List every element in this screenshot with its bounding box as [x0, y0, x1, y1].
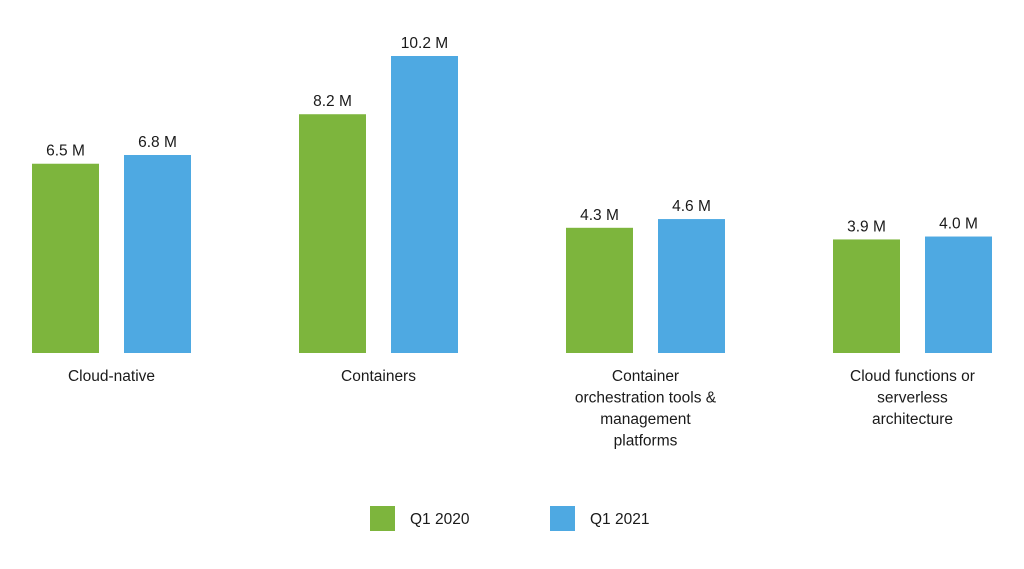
category-label-containers: Containers [341, 368, 416, 385]
data-label-q1-2021-containers: 10.2 M [401, 35, 448, 52]
data-label-q1-2020-containers: 8.2 M [313, 93, 352, 110]
bar-q1-2021-containers [391, 56, 458, 353]
bar-q1-2020-container-orchestration-tools-management-platforms [566, 227, 633, 353]
bar-q1-2020-containers [299, 114, 366, 353]
legend-item-q1-2020: Q1 2020 [370, 506, 470, 531]
legend-swatch-q1-2020 [370, 506, 395, 531]
bar-q1-2020-cloud-functions-or-serverless-architecture [833, 239, 900, 353]
category-label-cloud-native: Cloud-native [68, 368, 155, 385]
category-label-line: architecture [872, 411, 953, 428]
category-label-line: Cloud-native [68, 368, 155, 385]
data-label-q1-2020-cloud-native: 6.5 M [46, 143, 85, 160]
category-label-line: platforms [614, 433, 678, 450]
data-label-q1-2020-cloud-functions-or-serverless-architecture: 3.9 M [847, 218, 886, 235]
category-label-line: Container [612, 368, 679, 385]
bar-group-cloud-native: 6.5 M 6.8 M Cloud-native [32, 134, 191, 385]
bar-q1-2021-container-orchestration-tools-management-platforms [658, 219, 725, 353]
category-label-line: Cloud functions or [850, 368, 975, 385]
legend-swatch-q1-2021 [550, 506, 575, 531]
bar-q1-2020-cloud-native [32, 163, 99, 353]
legend-label-q1-2020: Q1 2020 [410, 511, 470, 528]
category-label-cloud-functions-or-serverless-architecture: Cloud functions or serverless architecture [850, 368, 975, 428]
legend-item-q1-2021: Q1 2021 [550, 506, 649, 531]
legend-label-q1-2021: Q1 2021 [590, 511, 649, 528]
data-label-q1-2021-cloud-functions-or-serverless-architecture: 4.0 M [939, 216, 978, 233]
category-label-line: Containers [341, 368, 416, 385]
bar-q1-2021-cloud-native [124, 155, 191, 353]
bar-group-containers: 8.2 M 10.2 M Containers [299, 35, 458, 385]
category-label-line: management [600, 411, 691, 428]
data-label-q1-2021-container-orchestration-tools-management-platforms: 4.6 M [672, 198, 711, 215]
legend: Q1 2020 Q1 2021 [370, 506, 649, 531]
category-label-container-orchestration-tools-management-platforms: Container orchestration tools & management… [575, 368, 717, 450]
data-label-q1-2021-cloud-native: 6.8 M [138, 134, 177, 151]
bar-group-container-orchestration-tools-management-platforms: 4.3 M 4.6 M Container orchestration tools &… [566, 198, 725, 450]
data-label-q1-2020-container-orchestration-tools-management-platforms: 4.3 M [580, 207, 619, 224]
category-label-line: serverless [877, 390, 948, 407]
bar-q1-2021-cloud-functions-or-serverless-architecture [925, 236, 992, 353]
bar-group-cloud-functions-or-serverless-architecture: 3.9 M 4.0 M Cloud functions or serverless ar… [833, 216, 992, 428]
category-label-line: orchestration tools & [575, 390, 717, 407]
